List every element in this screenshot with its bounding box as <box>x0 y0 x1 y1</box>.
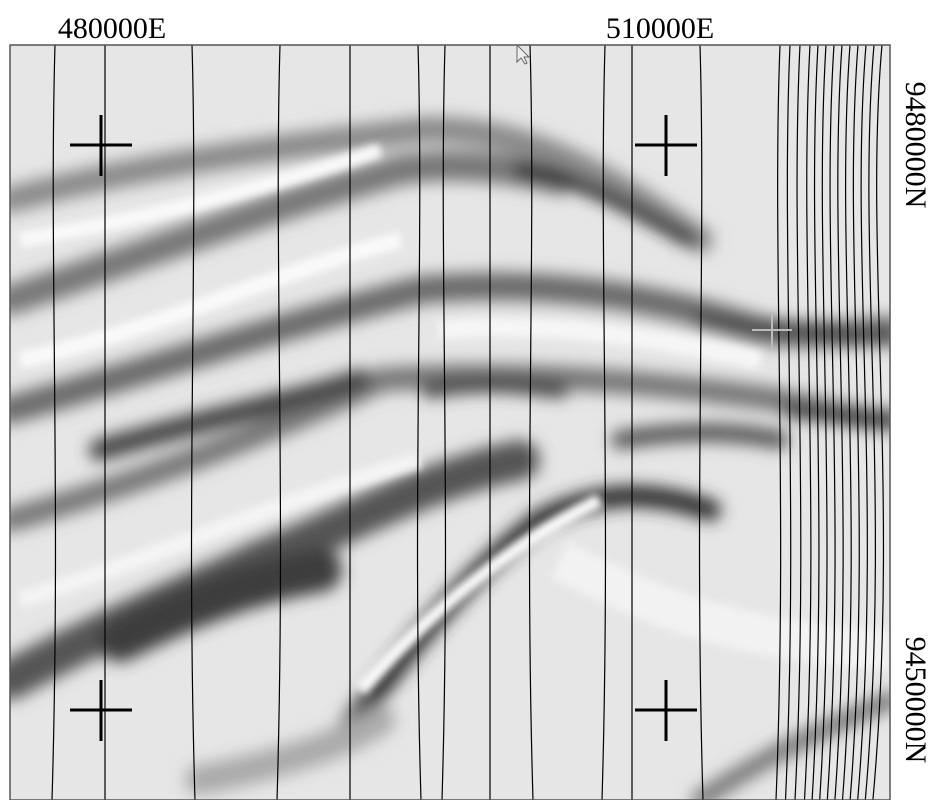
northing-label: 9480000N <box>899 82 930 209</box>
seismic-image <box>10 45 890 800</box>
page: 480000E 510000E 9480000N 9450000N (() =>… <box>0 0 930 800</box>
map-view: 480000E 510000E 9480000N 9450000N <box>0 0 930 800</box>
easting-label: 480000E <box>58 12 166 45</box>
northing-label: 9450000N <box>899 637 930 764</box>
easting-label: 510000E <box>606 12 714 45</box>
